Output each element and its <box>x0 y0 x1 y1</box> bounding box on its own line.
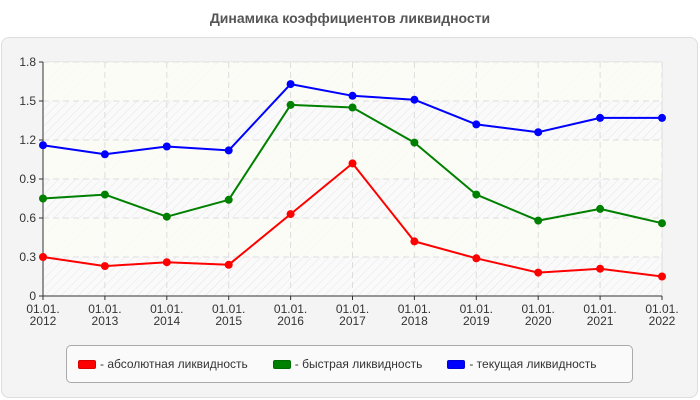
grid-lines <box>43 61 663 296</box>
x-tick-label: 2020 <box>525 314 552 328</box>
data-point[interactable] <box>224 260 233 269</box>
x-tick-label: 01.01. <box>522 302 555 316</box>
data-point[interactable] <box>596 204 605 213</box>
data-point[interactable] <box>534 128 543 137</box>
y-tick-label: 0.3 <box>19 250 36 264</box>
legend-label: - абсолютная ликвидность <box>100 357 248 371</box>
data-point[interactable] <box>472 254 481 263</box>
data-point[interactable] <box>472 120 481 129</box>
legend: - абсолютная ликвидность - быстрая ликви… <box>66 345 633 383</box>
x-tick-label: 2017 <box>339 314 366 328</box>
data-point[interactable] <box>348 159 357 168</box>
y-tick-label: 0.9 <box>19 172 36 186</box>
data-point[interactable] <box>658 113 666 122</box>
x-tick-label: 01.01. <box>460 302 493 316</box>
data-point[interactable] <box>162 142 171 151</box>
x-tick-label: 01.01. <box>336 302 369 316</box>
x-tick-label: 01.01. <box>583 302 616 316</box>
x-tick-label: 01.01. <box>274 302 307 316</box>
data-point[interactable] <box>348 91 357 100</box>
legend-swatch-green <box>272 359 291 369</box>
x-tick-label: 2021 <box>587 314 614 328</box>
legend-item-absolute: - абсолютная ликвидность <box>78 357 248 371</box>
legend-swatch-red <box>78 359 96 369</box>
x-tick-label: 01.01. <box>212 302 245 316</box>
legend-label: - текущая ликвидность <box>469 357 597 371</box>
data-point[interactable] <box>286 100 295 109</box>
series-line <box>39 159 666 281</box>
data-point[interactable] <box>286 80 295 89</box>
y-tick-label: 0 <box>29 289 36 303</box>
x-tick-label: 01.01. <box>645 302 678 316</box>
legend-item-current: - текущая ликвидность <box>447 357 597 371</box>
data-point[interactable] <box>472 190 481 199</box>
data-point[interactable] <box>534 268 543 277</box>
x-tick-label: 2015 <box>215 314 242 328</box>
data-point[interactable] <box>410 237 419 246</box>
data-point[interactable] <box>286 210 295 219</box>
x-tick-label: 2013 <box>92 314 119 328</box>
x-tick-label: 2016 <box>277 314 304 328</box>
legend-item-quick: - быстрая ликвидность <box>272 357 423 371</box>
data-point[interactable] <box>39 253 47 261</box>
x-tick-label: 2014 <box>153 314 180 328</box>
data-point[interactable] <box>348 103 357 112</box>
x-tick-label: 2019 <box>463 314 490 328</box>
y-tick-label: 1.8 <box>19 55 36 69</box>
y-tick-label: 1.5 <box>19 94 36 108</box>
chart-title: Динамика коэффициентов ликвидности <box>209 10 491 26</box>
series-line <box>39 100 666 228</box>
data-point[interactable] <box>39 194 47 203</box>
data-point[interactable] <box>224 146 233 155</box>
x-tick-label: 01.01. <box>150 302 183 316</box>
legend-label: - быстрая ликвидность <box>294 357 423 371</box>
data-point[interactable] <box>224 195 233 204</box>
data-point[interactable] <box>162 212 171 221</box>
x-tick-label: 2022 <box>649 314 676 328</box>
x-tick-label: 01.01. <box>398 302 431 316</box>
data-point[interactable] <box>534 216 543 225</box>
x-tick-label: 2018 <box>401 314 428 328</box>
x-tick-label: 01.01. <box>88 302 121 316</box>
data-point[interactable] <box>162 258 171 267</box>
data-point[interactable] <box>39 141 47 150</box>
data-point[interactable] <box>596 264 605 273</box>
data-point[interactable] <box>658 219 666 228</box>
data-point[interactable] <box>100 262 109 271</box>
data-point[interactable] <box>100 150 109 159</box>
x-tick-label: 01.01. <box>26 302 59 316</box>
x-tick-label: 2012 <box>30 314 57 328</box>
y-tick-label: 0.6 <box>19 211 36 225</box>
y-tick-label: 1.2 <box>19 133 36 147</box>
data-point[interactable] <box>658 272 666 281</box>
series-line <box>39 80 666 159</box>
axes: 00.30.60.91.21.51.801.01.201201.01.20130… <box>19 55 678 328</box>
data-series <box>39 80 666 281</box>
data-point[interactable] <box>410 95 419 104</box>
data-point[interactable] <box>100 190 109 199</box>
legend-swatch-blue <box>447 359 466 369</box>
data-point[interactable] <box>410 138 419 147</box>
data-point[interactable] <box>596 113 605 122</box>
